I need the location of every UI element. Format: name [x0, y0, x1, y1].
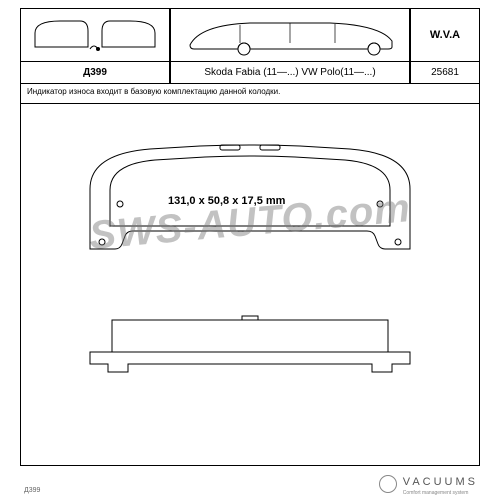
dimension-label: 131,0 x 50,8 x 17,5 mm — [168, 195, 286, 207]
footer-page-number: Д399 — [24, 487, 40, 494]
wva-code-cell: 25681 — [410, 62, 480, 84]
pad-icon-cell — [20, 8, 170, 62]
wva-label-cell: W.V.A — [410, 8, 480, 62]
brake-pad-pair-icon — [30, 13, 160, 57]
vacuums-logo-icon — [379, 475, 397, 493]
part-number-cell: Д399 — [20, 62, 170, 84]
applications-cell: Skoda Fabia (11—...) VW Polo(11—...) — [170, 62, 410, 84]
technical-drawing: 131,0 x 50,8 x 17,5 mm — [20, 104, 480, 466]
footer-brand: VACUUMS — [403, 476, 478, 488]
header-row-2: Д399 Skoda Fabia (11—...) VW Polo(11—...… — [20, 62, 480, 84]
car-silhouette-icon — [180, 13, 400, 57]
footer-subtitle: Comfort management system — [403, 490, 478, 496]
note-row: Индикатор износа входит в базовую компле… — [20, 84, 480, 104]
footer-brand-block: VACUUMS Comfort management system — [379, 472, 478, 496]
car-icon-cell — [170, 8, 410, 62]
header-row-1: W.V.A — [20, 8, 480, 62]
page: W.V.A Д399 Skoda Fabia (11—...) VW Polo(… — [0, 0, 500, 500]
